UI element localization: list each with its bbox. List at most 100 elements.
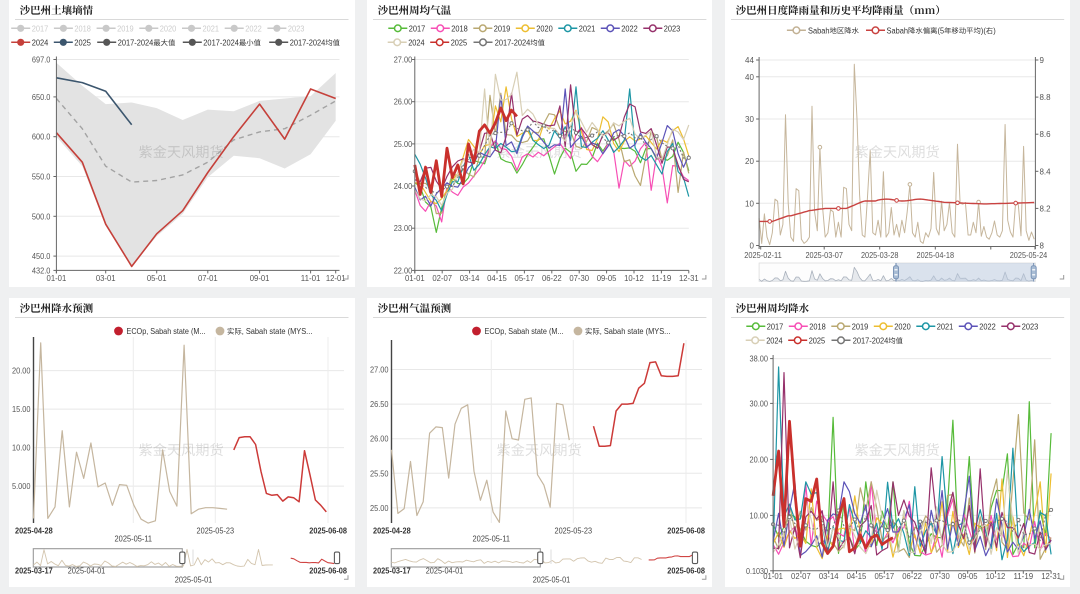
svg-text:2024: 2024 (32, 38, 49, 47)
svg-text:2017-2024: 2017-2024 (118, 38, 154, 47)
svg-text:Sabah: Sabah (887, 26, 908, 35)
svg-text:(5: (5 (938, 26, 945, 35)
svg-text:25.00: 25.00 (370, 504, 389, 513)
svg-text:2025-06-08: 2025-06-08 (309, 567, 347, 576)
svg-text:450.0: 450.0 (32, 252, 51, 261)
svg-text:27.00: 27.00 (393, 56, 412, 65)
svg-text:2025-05-11: 2025-05-11 (472, 534, 510, 543)
svg-text:09-05: 09-05 (596, 274, 616, 283)
svg-text:2025-04-01: 2025-04-01 (68, 567, 106, 576)
svg-text:2017-2024: 2017-2024 (853, 336, 889, 345)
svg-text:07-01: 07-01 (198, 274, 218, 283)
svg-text:23.00: 23.00 (393, 224, 412, 233)
svg-text:11-01: 11-01 (301, 274, 321, 283)
svg-text:10-12: 10-12 (986, 572, 1006, 581)
svg-text:2018: 2018 (74, 24, 91, 33)
svg-text:Sabah: Sabah (808, 26, 829, 35)
svg-text:2020: 2020 (160, 24, 177, 33)
svg-text:2018: 2018 (451, 24, 468, 33)
svg-text:30: 30 (745, 115, 754, 124)
svg-text:2021: 2021 (937, 322, 954, 331)
svg-text:26.50: 26.50 (370, 400, 389, 409)
svg-text:ECOp, Sabah state (M...: ECOp, Sabah state (M... (484, 327, 563, 336)
svg-text:2017: 2017 (408, 24, 425, 33)
svg-text:40: 40 (745, 73, 754, 82)
svg-text:25.50: 25.50 (370, 469, 389, 478)
svg-text:): ) (993, 26, 996, 35)
svg-text:2025-04-28: 2025-04-28 (15, 526, 53, 535)
svg-text:2017-2024: 2017-2024 (290, 38, 326, 47)
svg-text:22.00: 22.00 (393, 266, 412, 275)
svg-text:20.00: 20.00 (12, 366, 31, 375)
svg-text:550.0: 550.0 (32, 173, 51, 182)
svg-text:15.00: 15.00 (12, 405, 31, 414)
svg-text:09-01: 09-01 (250, 274, 270, 283)
svg-text:2023: 2023 (663, 24, 680, 33)
svg-text:2025-03-17: 2025-03-17 (373, 567, 411, 576)
svg-text:09-05: 09-05 (958, 572, 978, 581)
svg-text:06-22: 06-22 (903, 572, 923, 581)
svg-text:06-22: 06-22 (542, 274, 562, 283)
svg-text:2021: 2021 (203, 24, 220, 33)
svg-text:26.00: 26.00 (370, 435, 389, 444)
svg-text:2025: 2025 (450, 38, 467, 47)
svg-text:12-31: 12-31 (679, 274, 699, 283)
svg-text:04-15: 04-15 (487, 274, 507, 283)
svg-text:10-12: 10-12 (624, 274, 644, 283)
svg-text:05-17: 05-17 (514, 274, 534, 283)
svg-text:9: 9 (1040, 56, 1045, 65)
svg-text:8.8: 8.8 (1040, 93, 1052, 102)
svg-text:20: 20 (745, 157, 754, 166)
svg-text:2022: 2022 (245, 24, 262, 33)
svg-text:2023: 2023 (1022, 322, 1039, 331)
svg-text:2025-04-28: 2025-04-28 (373, 526, 411, 535)
svg-text:44: 44 (745, 56, 754, 65)
svg-text:27.00: 27.00 (370, 365, 389, 374)
svg-text:2017-2024: 2017-2024 (494, 38, 530, 47)
svg-text:2020: 2020 (536, 24, 553, 33)
svg-text:0.1030: 0.1030 (746, 567, 769, 576)
svg-text:2024: 2024 (408, 38, 425, 47)
svg-text:30.00: 30.00 (750, 399, 769, 408)
svg-text:10: 10 (745, 199, 754, 208)
svg-text:5.000: 5.000 (12, 482, 31, 491)
svg-text:2025-03-07: 2025-03-07 (806, 251, 844, 260)
svg-text:2025-06-08: 2025-06-08 (667, 567, 705, 576)
svg-text:11-19: 11-19 (1014, 572, 1034, 581)
svg-text:2017: 2017 (767, 322, 784, 331)
svg-text:2025-05-24: 2025-05-24 (1010, 251, 1048, 260)
svg-text:2025-03-17: 2025-03-17 (15, 567, 53, 576)
svg-text:03-14: 03-14 (819, 572, 839, 581)
svg-text:11-19: 11-19 (651, 274, 671, 283)
svg-text:2019: 2019 (117, 24, 134, 33)
svg-text:01-01: 01-01 (47, 274, 67, 283)
svg-text:2022: 2022 (621, 24, 638, 33)
svg-text:8.2: 8.2 (1040, 204, 1052, 213)
svg-text:01-01: 01-01 (405, 274, 425, 283)
svg-text:0: 0 (750, 241, 755, 250)
svg-text:2017-2024: 2017-2024 (203, 38, 239, 47)
svg-text:2025: 2025 (74, 38, 91, 47)
svg-text:8.4: 8.4 (1040, 167, 1052, 176)
svg-text:02-07: 02-07 (791, 572, 811, 581)
svg-text:25.00: 25.00 (393, 140, 412, 149)
svg-text:432.0: 432.0 (32, 266, 51, 275)
svg-text:26.00: 26.00 (393, 98, 412, 107)
svg-text:2025-05-01: 2025-05-01 (175, 575, 213, 584)
svg-text:38.00: 38.00 (750, 354, 769, 363)
svg-text:, Sabah state (MYS...: , Sabah state (MYS... (599, 327, 670, 336)
svg-text:2019: 2019 (493, 24, 510, 33)
svg-text:2025-06-08: 2025-06-08 (309, 526, 347, 535)
svg-text:03-01: 03-01 (96, 274, 116, 283)
svg-text:2019: 2019 (852, 322, 869, 331)
svg-text:2022: 2022 (980, 322, 997, 331)
svg-text:12-01: 12-01 (326, 274, 346, 283)
svg-text:, Sabah state (MYS...: , Sabah state (MYS... (242, 327, 313, 336)
svg-text:07-30: 07-30 (569, 274, 589, 283)
svg-text:20.00: 20.00 (750, 455, 769, 464)
svg-text:24.00: 24.00 (393, 182, 412, 191)
svg-text:05-17: 05-17 (875, 572, 895, 581)
svg-text:2017: 2017 (32, 24, 49, 33)
svg-text:650.0: 650.0 (32, 93, 51, 102)
svg-text:02-07: 02-07 (432, 274, 452, 283)
